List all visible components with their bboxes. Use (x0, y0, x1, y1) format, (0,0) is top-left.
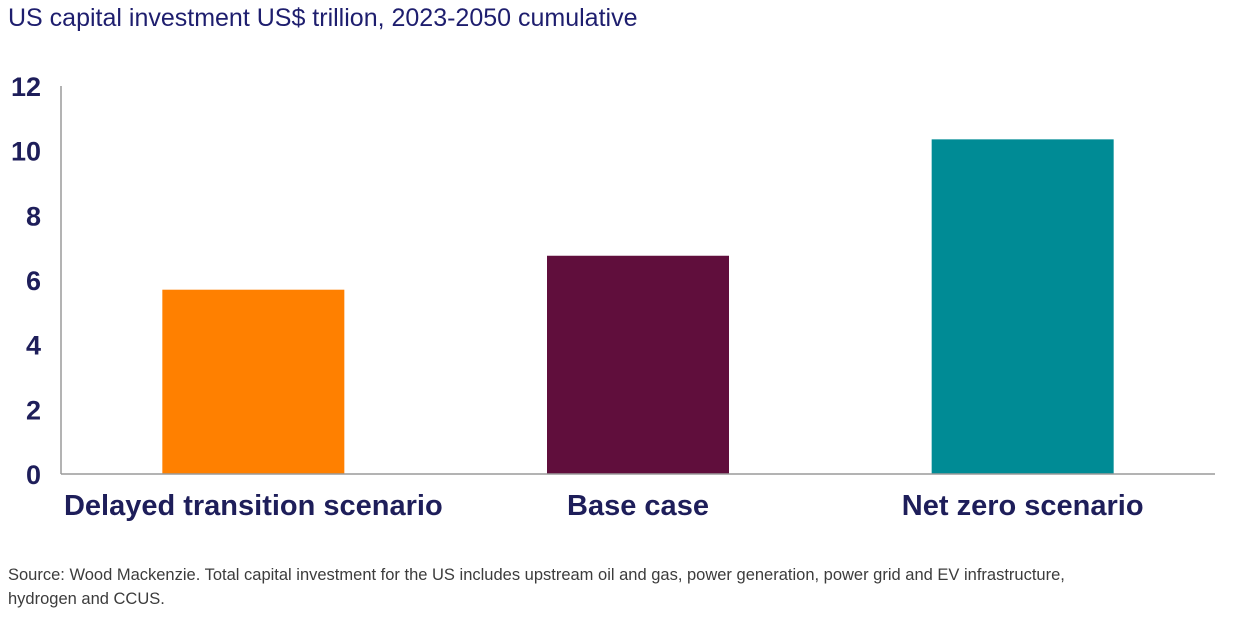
bar-net-zero-scenario (931, 139, 1114, 474)
y-tick-label: 10 (11, 137, 41, 167)
y-tick-label: 2 (26, 395, 41, 425)
y-tick-label: 0 (26, 460, 41, 490)
bar-base-case (547, 255, 729, 474)
source-note: Source: Wood Mackenzie. Total capital in… (8, 566, 1065, 608)
y-tick-label: 8 (26, 201, 41, 231)
bar-delayed-transition-scenario (162, 289, 345, 474)
chart-title: US capital investment US$ trillion, 2023… (8, 4, 638, 32)
y-tick-label: 12 (11, 72, 41, 102)
x-category-label: Base case (567, 490, 709, 522)
y-tick-label: 6 (26, 266, 41, 296)
x-category-label: Net zero scenario (902, 490, 1144, 522)
y-tick-label: 4 (26, 331, 41, 361)
x-category-label: Delayed transition scenario (64, 490, 443, 522)
